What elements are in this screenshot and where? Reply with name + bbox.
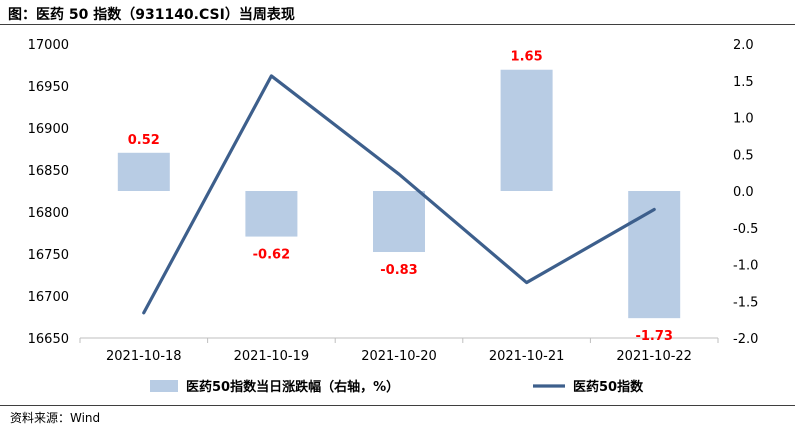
left-tick-16950: 16950 <box>28 80 69 95</box>
bar-2021-10-19 <box>245 191 298 237</box>
left-tick-16850: 16850 <box>28 164 69 179</box>
left-axis: 16650 16700 16750 16800 16850 16900 16950 17000 <box>28 38 69 347</box>
bar-label-2021-10-18: 0.52 <box>128 133 160 148</box>
line-series <box>142 74 656 315</box>
bar-label-2021-10-21: 1.65 <box>511 50 543 65</box>
right-tick-0.0: 0.0 <box>733 185 754 200</box>
right-tick-2.0: 2.0 <box>733 38 754 53</box>
x-tick-2021-10-20: 2021-10-20 <box>361 349 437 364</box>
index-line <box>142 74 656 315</box>
right-tick-1.0: 1.0 <box>733 112 754 127</box>
bar-2021-10-22 <box>628 191 681 319</box>
chart: 16650 16700 16750 16800 16850 16900 16950 17000… <box>28 38 759 395</box>
legend-line-label: 医药50指数 <box>573 379 644 395</box>
bar-label-2021-10-22: -1.73 <box>635 329 672 344</box>
right-axis: -2.0 -1.5 -1.0 -0.5 0.0 0.5 1.0 1.5 2.0 <box>733 38 758 347</box>
category-axis: 2021-10-18 2021-10-19 2021-10-20 2021-10-21… <box>79 337 719 364</box>
left-tick-16650: 16650 <box>28 332 69 347</box>
left-tick-16750: 16750 <box>28 248 69 263</box>
bar-2021-10-20 <box>373 191 425 253</box>
bar-data-labels: 0.52 -0.62 -0.83 1.65 -1.73 <box>128 50 673 344</box>
right-tick--2.0: -2.0 <box>733 332 758 347</box>
left-tick-16900: 16900 <box>28 122 69 137</box>
right-tick--1.5: -1.5 <box>733 295 758 310</box>
top-rule <box>0 24 795 25</box>
bar-label-2021-10-20: -0.83 <box>380 263 417 278</box>
right-tick--0.5: -0.5 <box>733 222 758 237</box>
right-tick-1.5: 1.5 <box>733 75 754 90</box>
legend-bar-swatch <box>150 380 178 392</box>
x-tick-2021-10-21: 2021-10-21 <box>489 349 565 364</box>
bar-label-2021-10-19: -0.62 <box>253 248 290 263</box>
right-tick--1.0: -1.0 <box>733 259 758 274</box>
bar-2021-10-21 <box>500 69 553 191</box>
x-tick-2021-10-19: 2021-10-19 <box>234 349 310 364</box>
legend-bar-label: 医药50指数当日涨跌幅（右轴，%） <box>186 379 399 395</box>
left-tick-17000: 17000 <box>28 38 69 53</box>
left-tick-16800: 16800 <box>28 206 69 221</box>
bottom-rule <box>0 405 795 406</box>
bar-series <box>117 69 681 319</box>
source-note: 资料来源：Wind <box>10 411 101 425</box>
x-tick-2021-10-18: 2021-10-18 <box>106 349 182 364</box>
chart-title: 图：医药 50 指数（931140.CSI）当周表现 <box>8 7 295 23</box>
bar-2021-10-18 <box>117 152 170 191</box>
left-tick-16700: 16700 <box>28 290 69 305</box>
x-tick-2021-10-22: 2021-10-22 <box>616 349 692 364</box>
right-tick-0.5: 0.5 <box>733 148 754 163</box>
legend: 医药50指数当日涨跌幅（右轴，%） 医药50指数 <box>150 379 644 395</box>
